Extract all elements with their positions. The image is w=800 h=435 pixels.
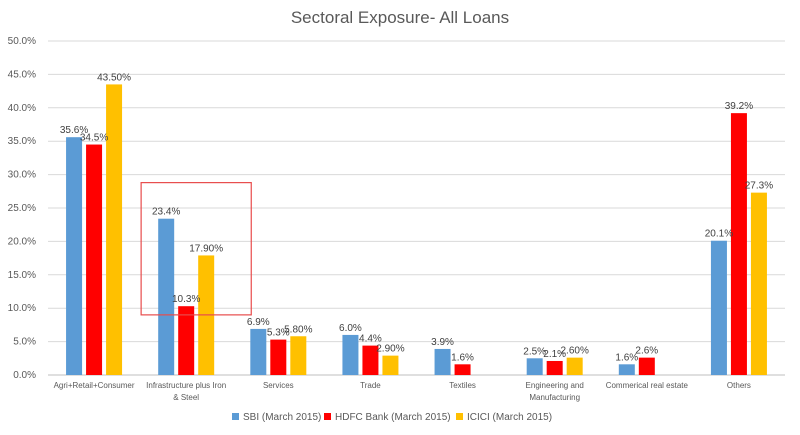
bar-value-label: 1.6% xyxy=(451,352,474,363)
bar-value-label: 2.6% xyxy=(635,346,658,357)
category-label: Textiles xyxy=(449,381,476,390)
bar-value-label: 39.2% xyxy=(725,101,753,112)
category-label: Services xyxy=(263,381,294,390)
bar-value-label: 2.90% xyxy=(376,344,404,355)
bar-icici-march-2015-5 xyxy=(566,357,583,375)
annotation-layer xyxy=(140,182,252,316)
bar-sbi-march-2015-0 xyxy=(66,137,83,375)
bar-icici-march-2015-0 xyxy=(106,84,123,376)
bar-value-label: 23.4% xyxy=(152,207,180,218)
axis-layer: 0.0% 5.0% 10.0% 15.0% 20.0% 25.0% 30.0% 35.0% 40… xyxy=(8,36,751,402)
category-label: Manufacturing xyxy=(529,393,580,402)
bar-hdfc-bank-march-2015-5 xyxy=(546,360,563,375)
category-label: & Steel xyxy=(173,393,199,402)
category-label: Agri+Retail+Consumer xyxy=(54,381,135,390)
bar-value-label: 5.3% xyxy=(267,328,290,339)
bar-layer xyxy=(66,84,767,376)
bar-value-label: 6.9% xyxy=(247,317,270,328)
legend-swatch xyxy=(456,413,463,420)
bar-sbi-march-2015-4 xyxy=(434,348,451,375)
bar-sbi-march-2015-7 xyxy=(710,240,727,375)
bar-sbi-march-2015-2 xyxy=(250,328,267,375)
y-tick-label: 50.0% xyxy=(8,36,36,47)
bar-sbi-march-2015-3 xyxy=(342,334,359,375)
legend-label: HDFC Bank (March 2015) xyxy=(335,412,451,423)
bar-value-label: 17.90% xyxy=(189,243,223,254)
legend-swatch xyxy=(324,413,331,420)
legend-swatch xyxy=(232,413,239,420)
category-label: Others xyxy=(727,381,751,390)
highlight-rectangle xyxy=(140,182,252,316)
data-label-layer: 35.6%34.5% 43.50% 23.4% 10.3% 17.90% 6.9%5.3%… xyxy=(60,72,773,363)
bar-sbi-march-2015-1 xyxy=(158,218,175,375)
bar-sbi-march-2015-5 xyxy=(526,358,543,375)
bar-hdfc-bank-march-2015-4 xyxy=(454,364,471,375)
bar-value-label: 5.80% xyxy=(284,324,312,335)
bar-hdfc-bank-march-2015-0 xyxy=(86,144,103,375)
bar-hdfc-bank-march-2015-6 xyxy=(638,357,655,375)
bar-value-label: 10.3% xyxy=(172,294,200,305)
y-tick-label: 5.0% xyxy=(13,337,36,348)
bar-value-label: 2.60% xyxy=(561,346,589,357)
category-label: Engineering and xyxy=(526,381,584,390)
bar-value-label: 3.9% xyxy=(431,337,454,348)
bar-value-label: 27.3% xyxy=(745,181,773,192)
y-tick-label: 25.0% xyxy=(8,203,36,214)
bar-icici-march-2015-3 xyxy=(382,355,399,375)
y-tick-label: 30.0% xyxy=(8,170,36,181)
bar-hdfc-bank-march-2015-3 xyxy=(362,345,379,375)
y-tick-label: 10.0% xyxy=(8,303,36,314)
y-tick-label: 40.0% xyxy=(8,103,36,114)
bar-icici-march-2015-2 xyxy=(290,336,307,375)
category-label: Trade xyxy=(360,381,381,390)
y-tick-label: 45.0% xyxy=(8,69,36,80)
bar-value-label: 2.5% xyxy=(523,346,546,357)
chart-title: Sectoral Exposure- All Loans xyxy=(291,8,509,27)
category-label: Infrastructure plus Iron xyxy=(146,381,226,390)
y-tick-label: 0.0% xyxy=(13,370,36,381)
bar-value-label: 2.1% xyxy=(543,349,566,360)
bar-sbi-march-2015-6 xyxy=(618,364,635,375)
bar-value-label: 34.5% xyxy=(80,133,108,144)
bar-hdfc-bank-march-2015-7 xyxy=(730,113,747,376)
bar-value-label: 20.1% xyxy=(705,229,733,240)
legend: SBI (March 2015) HDFC Bank (March 2015) IC… xyxy=(232,412,552,423)
legend-label: SBI (March 2015) xyxy=(243,412,321,423)
y-tick-label: 35.0% xyxy=(8,136,36,147)
y-tick-label: 15.0% xyxy=(8,270,36,281)
bar-hdfc-bank-march-2015-1 xyxy=(178,306,195,375)
category-label: Commerical real estate xyxy=(606,381,689,390)
bar-value-label: 6.0% xyxy=(339,323,362,334)
bar-hdfc-bank-march-2015-2 xyxy=(270,339,287,375)
legend-label: ICICI (March 2015) xyxy=(467,412,552,423)
bar-value-label: 35.6% xyxy=(60,125,88,136)
bar-value-label: 1.6% xyxy=(615,352,638,363)
bar-value-label: 43.50% xyxy=(97,72,131,83)
bar-value-label: 4.4% xyxy=(359,334,382,345)
y-tick-label: 20.0% xyxy=(8,236,36,247)
bar-icici-march-2015-7 xyxy=(750,192,767,375)
